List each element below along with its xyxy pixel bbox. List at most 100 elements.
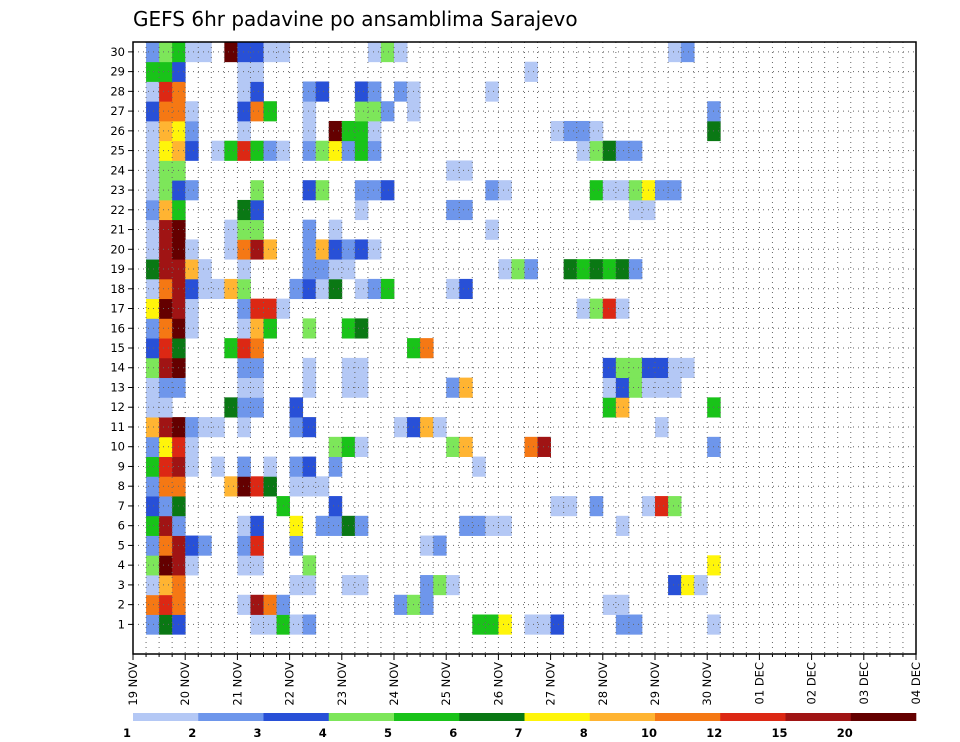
heatmap-cell [224,140,238,161]
heatmap-cell [237,338,251,359]
heatmap-cell [146,101,160,122]
colorbar-swatch [328,713,395,721]
heatmap-cell [146,219,160,240]
heatmap-cell [237,555,251,576]
colorbar-swatch [524,713,591,721]
heatmap-cell [354,180,369,201]
heatmap-cell [224,219,238,240]
heatmap-cell [224,278,238,300]
x-tick-label: 25 NOV [439,662,453,706]
heatmap-cell [146,614,160,635]
heatmap-cell [146,81,160,102]
heatmap-cell [302,101,317,122]
heatmap-cell [668,575,682,596]
heatmap-cell [237,397,251,418]
heatmap-cell [550,614,565,635]
heatmap-cell [589,140,604,161]
heatmap-cell [498,614,512,635]
heatmap-cell [146,476,160,497]
heatmap-cell [668,496,682,517]
heatmap-cell [315,81,330,102]
heatmap-cell [628,199,643,221]
heatmap-cell [159,120,173,142]
heatmap-cell [602,377,617,398]
heatmap-cell [394,42,408,63]
heatmap-cell [485,515,499,536]
heatmap-cell [615,357,630,379]
x-tick-label: 02 DEC [805,662,819,704]
heatmap-cell [446,377,460,398]
heatmap-cell [367,180,382,201]
y-axis: 1234567891011121314151617181920212223242… [110,45,133,631]
heatmap-cell [628,614,643,635]
heatmap-cell [159,476,173,497]
heatmap-cell [146,496,160,517]
heatmap-cell [681,575,695,596]
heatmap-cell [328,219,343,240]
y-tick-label: 30 [110,45,125,59]
heatmap-cell [602,357,617,379]
heatmap-cell [237,199,251,221]
heatmap-cell [250,476,264,497]
heatmap-cell [367,101,382,122]
heatmap-cell [302,555,317,576]
heatmap-cell [263,101,277,122]
heatmap-cell [328,120,343,142]
heatmap-cell [250,357,264,379]
heatmap-cell [159,160,173,181]
y-tick-label: 24 [110,163,125,177]
heatmap-cell [354,278,369,300]
heatmap-cell [263,614,277,635]
heatmap-cell [655,180,669,201]
dotted-grid [133,42,916,654]
heatmap-cell [302,180,317,201]
heatmap-cell [185,180,199,201]
y-tick-label: 28 [110,84,125,98]
heatmap-cell [185,259,199,280]
heatmap-cell [250,42,264,63]
x-tick-label: 26 NOV [491,662,505,706]
heatmap-cell [668,42,682,63]
y-tick-label: 11 [110,420,125,434]
heatmap-cell [302,377,317,398]
heatmap-cell [694,575,708,596]
y-tick-label: 1 [118,617,125,631]
heatmap-cell [602,298,617,319]
x-tick-label: 03 DEC [857,662,871,704]
heatmap-cell [237,219,251,240]
y-tick-label: 12 [110,400,125,414]
heatmap-cell [681,42,695,63]
heatmap-cell [302,614,317,635]
heatmap-cell [250,397,264,418]
heatmap-cell [146,515,160,536]
heatmap-cell [315,239,330,260]
heatmap-cell [159,555,173,576]
heatmap-cell [146,180,160,201]
heatmap-cell [668,357,682,379]
heatmap-cell [563,120,578,142]
y-tick-label: 7 [118,499,125,513]
heatmap-cell [237,61,251,82]
heatmap-cell [615,377,630,398]
heatmap-cell [198,259,212,280]
heatmap-cell [354,436,369,457]
heatmap-cell [263,456,277,477]
colorbar-swatch [198,713,264,721]
heatmap-cell [628,377,643,398]
heatmap-cell [537,436,551,457]
heatmap-cell [159,140,173,161]
heatmap-cell [237,417,251,438]
heatmap-cell [498,180,512,201]
heatmap-cell [159,81,173,102]
x-tick-label: 24 NOV [387,662,401,706]
heatmap-cell [289,417,304,438]
heatmap-cell [602,397,617,418]
heatmap-cell [289,278,304,300]
heatmap-cell [250,555,264,576]
heatmap-cell [394,417,408,438]
heatmap-cell [159,338,173,359]
colorbar-swatch [133,713,199,721]
heatmap-cell [250,515,264,536]
heatmap-cell [615,397,630,418]
heatmap-cell [563,496,578,517]
